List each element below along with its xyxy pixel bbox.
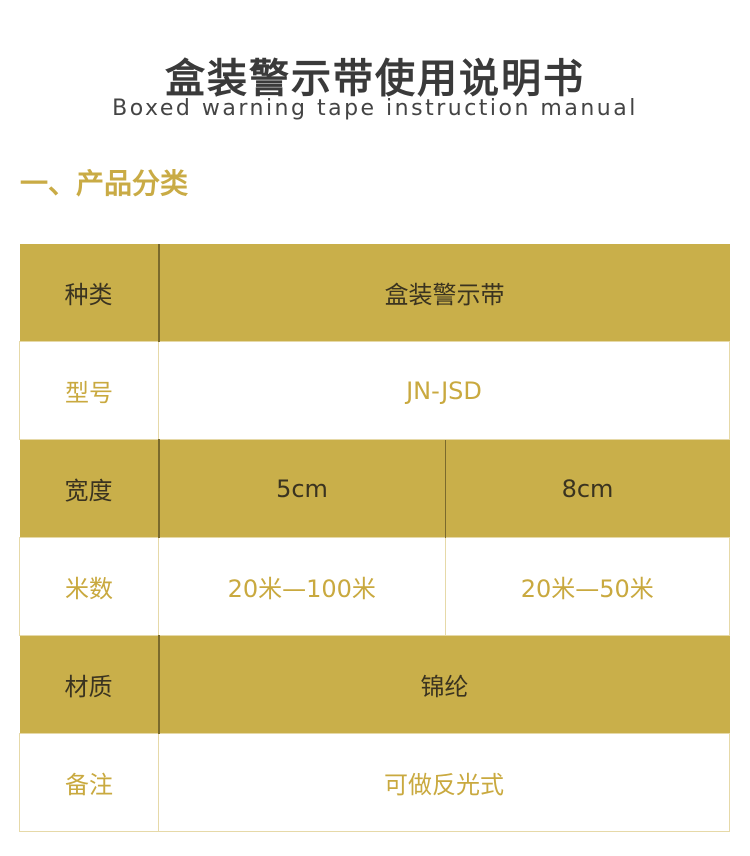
table-row: 种类 盒装警示带 xyxy=(19,244,730,342)
cell-value: 盒装警示带 xyxy=(158,244,730,342)
row-label: 材质 xyxy=(19,635,160,734)
table-row: 宽度 5cm 8cm xyxy=(19,439,730,538)
cell-value: 5cm xyxy=(158,439,446,538)
cell-value: 20米—50米 xyxy=(444,537,730,636)
cell-value: 20米—100米 xyxy=(158,537,446,636)
row-label: 宽度 xyxy=(19,439,160,538)
row-label: 种类 xyxy=(19,244,160,342)
table-row: 米数 20米—100米 20米—50米 xyxy=(19,537,730,636)
section-heading: 一、产品分类 xyxy=(20,167,189,200)
cell-value: 8cm xyxy=(445,439,730,538)
row-label: 米数 xyxy=(19,537,159,636)
product-table: 种类 盒装警示带 型号 JN-JSD 宽度 5cm 8cm 米数 20米—100米 20米—… xyxy=(19,244,730,832)
table-row: 型号 JN-JSD xyxy=(19,341,730,440)
page-title: 盒装警示带使用说明书 xyxy=(165,56,585,102)
table-row: 材质 锦纶 xyxy=(19,635,730,734)
row-label: 型号 xyxy=(19,341,159,440)
page-subtitle: Boxed warning tape instruction manual xyxy=(112,96,638,121)
row-label: 备注 xyxy=(19,733,159,832)
cell-value: JN-JSD xyxy=(158,341,730,440)
cell-value: 锦纶 xyxy=(158,635,730,734)
cell-value: 可做反光式 xyxy=(158,733,730,832)
table-row: 备注 可做反光式 xyxy=(19,733,730,832)
